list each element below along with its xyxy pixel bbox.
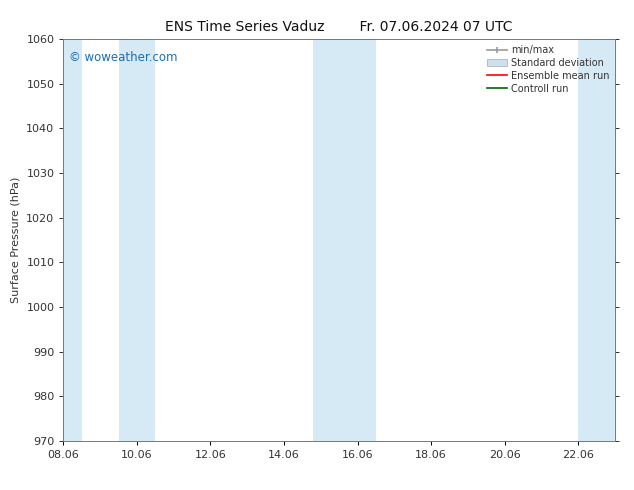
Bar bbox=[63, 39, 82, 441]
Y-axis label: Surface Pressure (hPa): Surface Pressure (hPa) bbox=[11, 177, 21, 303]
Title: ENS Time Series Vaduz        Fr. 07.06.2024 07 UTC: ENS Time Series Vaduz Fr. 07.06.2024 07 … bbox=[165, 20, 513, 34]
Legend: min/max, Standard deviation, Ensemble mean run, Controll run: min/max, Standard deviation, Ensemble me… bbox=[483, 41, 613, 98]
Bar bbox=[313, 39, 376, 441]
Text: © woweather.com: © woweather.com bbox=[69, 51, 178, 64]
Bar bbox=[578, 39, 615, 441]
Bar bbox=[119, 39, 155, 441]
